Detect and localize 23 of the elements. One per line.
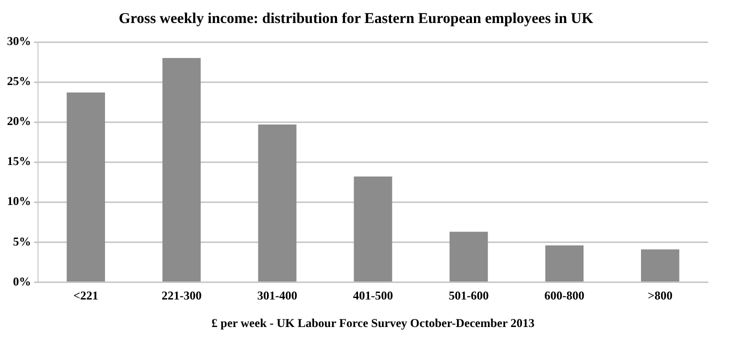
- y-tick-label: 10%: [7, 194, 31, 208]
- bar: [545, 245, 584, 282]
- bar: [450, 232, 488, 282]
- x-tick-label: 301-400: [257, 288, 298, 302]
- bar: [162, 58, 201, 282]
- bar: [641, 249, 680, 282]
- y-tick-label: 25%: [7, 74, 31, 88]
- y-tick-label: 30%: [7, 34, 31, 48]
- chart-title: Gross weekly income: distribution for Eastern European employees in UK: [118, 10, 594, 27]
- x-tick-label: 221-300: [162, 288, 202, 302]
- bar: [258, 124, 296, 282]
- y-tick-label: 0%: [13, 274, 31, 288]
- y-tick-label: 5%: [13, 234, 31, 248]
- x-tick-label: 600-800: [544, 288, 584, 302]
- bar: [66, 92, 105, 282]
- x-tick-label: 401-500: [353, 288, 393, 302]
- y-tick-label: 15%: [7, 154, 31, 168]
- y-tick-label: 20%: [7, 114, 31, 128]
- bar: [354, 176, 392, 282]
- x-tick-label: 501-600: [448, 288, 489, 302]
- x-tick-label: >800: [648, 288, 673, 302]
- x-axis-title: £ per week - UK Labour Force Survey October-December 2013: [212, 316, 534, 330]
- x-tick-label: <221: [73, 288, 98, 302]
